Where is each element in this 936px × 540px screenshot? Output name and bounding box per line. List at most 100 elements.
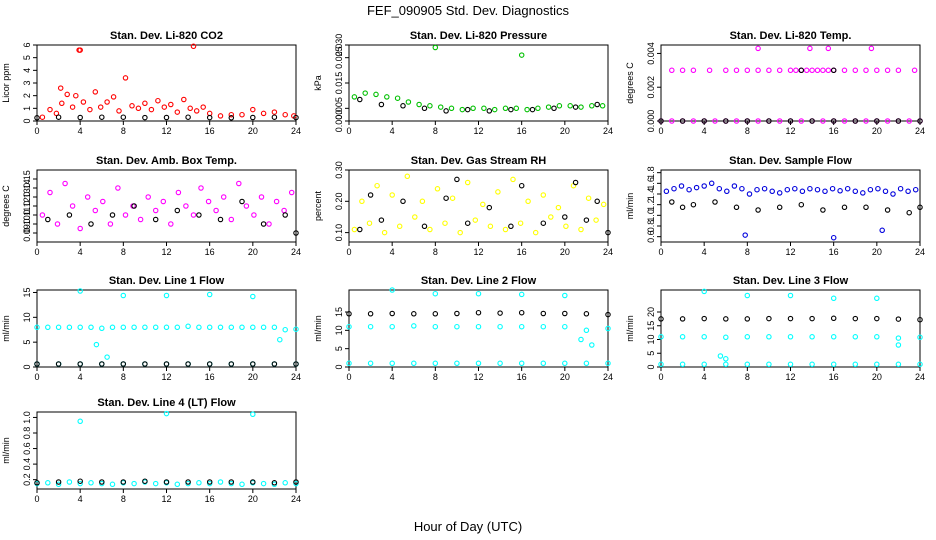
data-point (518, 182, 525, 189)
y-tick-label: 0 (22, 118, 32, 123)
data-point (400, 103, 406, 109)
data-point (723, 356, 729, 362)
x-tick-label: 20 (560, 126, 570, 136)
data-point (273, 198, 280, 205)
data-point (367, 311, 374, 317)
data-point (852, 334, 859, 340)
x-tick-label: 0 (346, 126, 351, 136)
data-point (798, 67, 805, 74)
chart-panel-7: Stan. Dev. Line 1 Flow ml/min 0 4 8 12 16 20 24 0… (1, 275, 301, 382)
data-point (562, 323, 568, 330)
data-point (217, 479, 224, 485)
data-point (57, 85, 64, 91)
data-point (599, 103, 606, 109)
x-tick-label: 8 (433, 372, 438, 382)
data-point (882, 188, 889, 195)
data-point (443, 195, 449, 201)
data-point (874, 67, 880, 74)
y-tick-label: 5 (646, 351, 656, 356)
data-point (92, 207, 99, 214)
data-point (755, 118, 761, 124)
data-point (807, 45, 813, 52)
data-point (744, 292, 751, 299)
x-tick-label: 20 (560, 247, 570, 257)
data-point (852, 118, 859, 124)
data-point (250, 479, 256, 485)
x-tick-label: 0 (658, 126, 663, 136)
data-point (77, 478, 83, 484)
x-tick-label: 20 (248, 494, 258, 504)
data-point (411, 323, 417, 329)
y-axis-label: kPa (313, 75, 323, 91)
x-tick-label: 16 (517, 247, 527, 257)
data-point (879, 227, 885, 234)
data-point (852, 67, 859, 74)
data-point (448, 105, 455, 112)
data-point (733, 118, 740, 124)
data-point (80, 99, 87, 105)
data-point (807, 185, 813, 192)
data-point (822, 188, 828, 195)
series-black (34, 114, 299, 121)
data-point (497, 310, 503, 316)
data-point (206, 361, 213, 367)
data-point (731, 183, 738, 189)
data-point (454, 310, 460, 317)
data-point (917, 334, 923, 341)
data-point (185, 323, 191, 330)
x-tick-label: 24 (915, 247, 925, 257)
data-point (690, 201, 697, 208)
x-tick-label: 8 (121, 126, 126, 136)
data-point (787, 118, 794, 124)
panel-title: Stan. Dev. Line 1 Flow (109, 275, 225, 287)
data-point (837, 188, 843, 194)
data-point (693, 184, 700, 191)
data-point (895, 361, 902, 368)
data-point (437, 104, 444, 110)
data-point (911, 67, 918, 74)
data-point (917, 118, 923, 124)
data-point (679, 204, 686, 211)
data-point (708, 180, 715, 187)
data-point (77, 480, 83, 487)
data-point (572, 179, 579, 186)
data-point (679, 334, 686, 340)
data-point (288, 189, 295, 196)
x-tick-label: 16 (205, 126, 215, 136)
data-point (62, 180, 68, 187)
data-point (217, 216, 224, 223)
x-tick-label: 24 (291, 126, 301, 136)
data-point (457, 229, 463, 236)
data-point (716, 185, 723, 192)
data-point (239, 111, 245, 118)
series-cyan (34, 410, 299, 488)
data-point (131, 203, 137, 209)
x-tick-label: 24 (603, 372, 613, 382)
y-axis-label: ml/min (1, 437, 11, 464)
data-point (562, 292, 568, 299)
plot-frame (36, 411, 297, 490)
data-point (389, 323, 395, 330)
data-point (374, 182, 380, 189)
series-black (658, 315, 923, 323)
data-point (508, 223, 514, 230)
data-point (742, 232, 748, 238)
data-point (400, 198, 406, 205)
data-point (99, 114, 105, 120)
data-point (190, 212, 197, 218)
data-point (239, 481, 245, 488)
x-tick-label: 0 (34, 494, 39, 504)
data-point (174, 481, 181, 488)
data-point (34, 361, 40, 367)
panel-title: Stan. Dev. Line 2 Flow (421, 275, 537, 287)
data-point (706, 67, 713, 74)
x-tick-label: 16 (205, 494, 215, 504)
data-point (64, 91, 70, 98)
data-point (472, 217, 479, 223)
data-point (97, 104, 104, 110)
x-tick-label: 8 (745, 247, 750, 257)
data-point (830, 295, 837, 302)
data-point (863, 204, 869, 211)
data-point (487, 223, 494, 230)
y-tick-label: 15 (646, 321, 656, 331)
